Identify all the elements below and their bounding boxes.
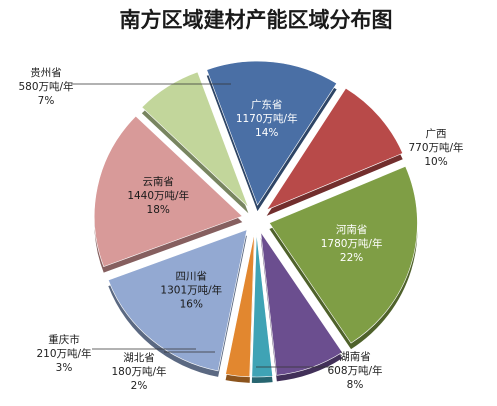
slice-label-name: 河南省 [336, 223, 368, 236]
pie-slice-face [225, 232, 255, 378]
slice-label-percent: 18% [147, 204, 170, 216]
slice-label-percent: 8% [347, 379, 364, 391]
pie-slice-face [141, 71, 249, 208]
pie-slice-0 [206, 60, 338, 212]
pie-slice-2 [268, 165, 418, 350]
pie-slice-7 [94, 115, 243, 273]
pie-slice-6 [107, 229, 248, 377]
slice-label-value: 180万吨/年 [111, 365, 166, 378]
slice-label-percent: 2% [131, 380, 148, 392]
slice-label-name: 重庆市 [48, 333, 80, 346]
slice-label-value: 608万吨/年 [327, 364, 382, 377]
slice-label-value: 1170万吨/年 [236, 112, 298, 125]
pie-slice-face [206, 60, 338, 206]
slice-label-name: 贵州省 [30, 66, 62, 79]
pie-slice-face [260, 231, 343, 376]
pie-slice-8 [141, 71, 249, 214]
slice-label-name: 湖南省 [339, 350, 371, 363]
pie-slice-face [107, 229, 248, 372]
slice-label-name: 云南省 [142, 175, 174, 188]
slice-label-percent: 10% [424, 156, 447, 168]
pie-slice-face [265, 87, 404, 211]
pie-slice-4 [251, 232, 273, 383]
slice-label-value: 1440万吨/年 [127, 189, 189, 202]
slice-label-percent: 22% [340, 252, 363, 264]
pie-slice-face [251, 232, 273, 378]
pie-slice-5 [225, 232, 255, 383]
slice-label-name: 四川省 [176, 269, 208, 282]
slice-label-percent: 14% [255, 127, 278, 139]
pie-slice-face [268, 165, 418, 344]
slice-label-value: 210万吨/年 [36, 347, 91, 360]
slice-label-percent: 16% [180, 298, 203, 310]
pie-slice-face [94, 115, 243, 267]
slice-label-value: 770万吨/年 [408, 141, 463, 154]
chart-title: 南方区域建材产能区域分布图 [120, 7, 393, 32]
slice-label-percent: 7% [38, 95, 55, 107]
slice-label-name: 广东省 [251, 98, 283, 111]
pie-slice-1 [265, 87, 404, 216]
pie-slice-3 [260, 231, 343, 382]
slice-label-value: 1780万吨/年 [321, 237, 383, 250]
slice-label-value: 580万吨/年 [18, 80, 73, 93]
slice-label-name: 湖北省 [123, 351, 155, 364]
slice-label-value: 1301万吨/年 [160, 283, 222, 296]
slice-label-name: 广西 [426, 128, 447, 140]
slice-label-percent: 3% [56, 362, 73, 374]
